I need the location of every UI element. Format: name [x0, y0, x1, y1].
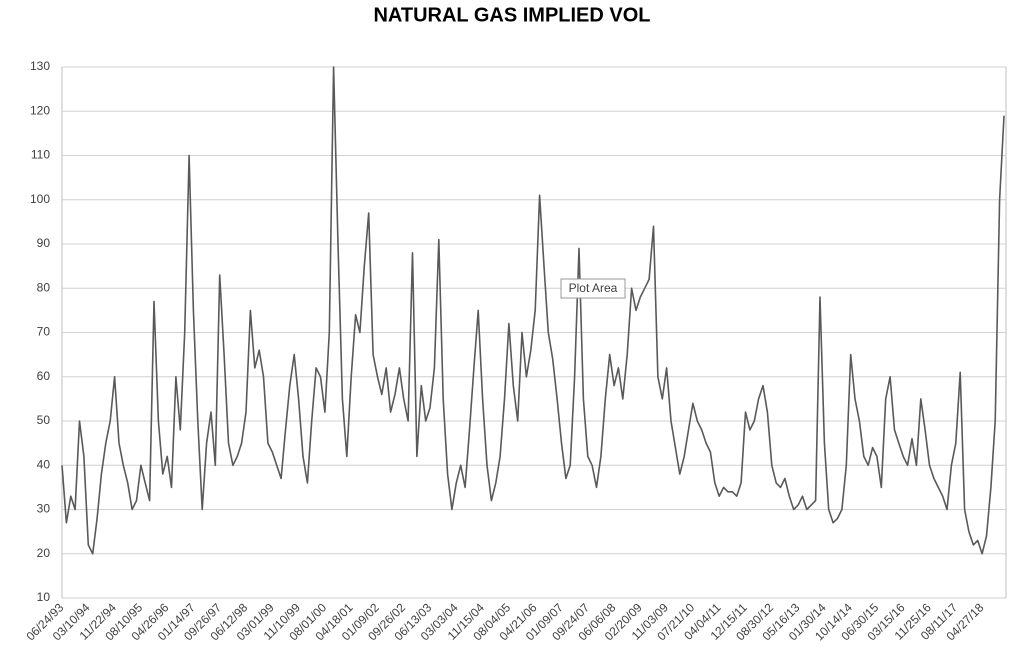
y-tick-label: 120: [30, 103, 50, 117]
y-tick-label: 60: [37, 369, 51, 383]
y-tick-label: 20: [37, 546, 51, 560]
y-tick-label: 130: [30, 59, 50, 73]
y-tick-label: 110: [31, 148, 50, 162]
y-tick-label: 30: [37, 502, 51, 516]
y-tick-label: 90: [37, 236, 51, 250]
y-tick-label: 80: [37, 280, 51, 294]
series-line: [61, 66, 1005, 555]
tooltip: Plot Area: [560, 278, 626, 299]
y-tick-label: 70: [37, 325, 51, 339]
y-tick-label: 100: [30, 192, 50, 206]
tooltip-box: [560, 278, 626, 299]
y-tick-label: 50: [37, 413, 51, 427]
y-tick-label: 40: [37, 457, 51, 471]
chart-title: NATURAL GAS IMPLIED VOL: [373, 4, 650, 26]
y-tick-label: 10: [37, 590, 51, 604]
tooltip-text: Plot Area: [569, 281, 618, 295]
